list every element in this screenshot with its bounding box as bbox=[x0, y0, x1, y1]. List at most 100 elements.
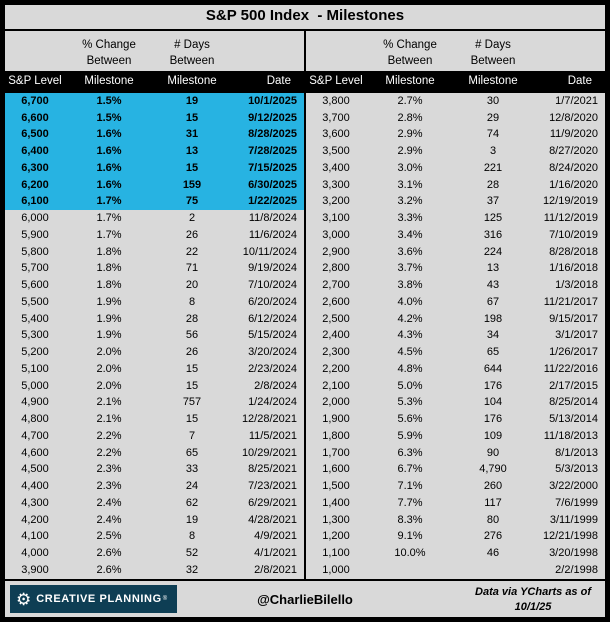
cell-days bbox=[454, 562, 532, 579]
cell-date: 8/25/2014 bbox=[549, 396, 598, 409]
table-row: 2,300 4.5% 65 1/26/2017 bbox=[306, 344, 605, 361]
cell-date: 9/19/2024 bbox=[248, 262, 297, 275]
cell-level: 5,400 bbox=[21, 312, 49, 325]
gear-icon: ⚙ bbox=[16, 589, 32, 609]
cell-level: 1,100 bbox=[322, 547, 350, 560]
cell-change: 2.0% bbox=[96, 346, 122, 359]
table-body-right: 3,800 2.7% 30 1/7/2021 3,700 2.8% 29 12/8/2020 3… bbox=[306, 93, 605, 579]
cell-change: 6.3% bbox=[397, 446, 423, 459]
footer: ⚙ CREATIVE PLANNING ® @CharlieBilello Da… bbox=[5, 579, 605, 617]
cell-date: 3/20/2024 bbox=[248, 346, 297, 359]
table-row: 1,200 9.1% 276 12/21/1998 bbox=[306, 529, 605, 546]
page-title: S&P 500 Index - Milestones bbox=[5, 5, 605, 31]
cell-date: 1/24/2024 bbox=[248, 396, 297, 409]
table-row: 3,600 2.9% 74 11/9/2020 bbox=[306, 127, 605, 144]
cell-days: 26 bbox=[185, 346, 199, 359]
cell-change: 1.9% bbox=[96, 312, 122, 325]
data-source: Data via YCharts as of 10/1/25 bbox=[475, 585, 591, 615]
cell-date: 4/9/2021 bbox=[254, 530, 297, 543]
cell-change: 2.1% bbox=[96, 396, 122, 409]
table-row: 2,200 4.8% 644 11/22/2016 bbox=[306, 361, 605, 378]
cell-change: 5.0% bbox=[397, 379, 423, 392]
header-row-1: % Change # Days bbox=[306, 31, 605, 53]
cell-level: 5,000 bbox=[21, 379, 49, 392]
table-row: 3,000 3.4% 316 7/10/2019 bbox=[306, 227, 605, 244]
cell-days: 46 bbox=[486, 547, 500, 560]
cell-level: 5,800 bbox=[21, 245, 49, 258]
table-row: 1,700 6.3% 90 8/1/2013 bbox=[306, 445, 605, 462]
header-num-days: # Days bbox=[475, 38, 511, 51]
cell-level: 1,800 bbox=[322, 429, 350, 442]
cell-change: 5.3% bbox=[397, 396, 423, 409]
cell-date: 5/15/2024 bbox=[248, 329, 297, 342]
table-body-left: 6,700 1.5% 19 10/1/2025 6,600 1.5% 15 9/12/2025… bbox=[5, 93, 304, 579]
cell-days: 15 bbox=[185, 111, 199, 124]
cell-level: 3,100 bbox=[322, 212, 350, 225]
header-milestone: Milestone bbox=[153, 71, 231, 93]
table-row: 4,500 2.3% 33 8/25/2021 bbox=[5, 462, 304, 479]
cell-level: 5,200 bbox=[21, 346, 49, 359]
table-row: 6,000 1.7% 2 11/8/2024 bbox=[5, 210, 304, 227]
cell-level: 3,000 bbox=[322, 228, 350, 241]
cell-days: 24 bbox=[185, 480, 199, 493]
cell-days: 176 bbox=[483, 379, 503, 392]
cell-days: 13 bbox=[486, 262, 500, 275]
header-between: Between bbox=[86, 55, 132, 68]
cell-days: 117 bbox=[484, 496, 502, 509]
cell-change: 2.7% bbox=[397, 94, 423, 107]
cell-level: 2,800 bbox=[322, 262, 350, 275]
cell-date: 9/12/2025 bbox=[248, 111, 297, 124]
table-row: 6,700 1.5% 19 10/1/2025 bbox=[5, 93, 304, 110]
cell-change: 2.6% bbox=[96, 547, 122, 560]
cell-level: 2,500 bbox=[322, 312, 350, 325]
cell-days: 276 bbox=[483, 530, 503, 543]
cell-days: 15 bbox=[185, 379, 199, 392]
cell-days: 8 bbox=[188, 295, 196, 308]
cell-change: 8.3% bbox=[397, 513, 423, 526]
cell-date: 12/21/1998 bbox=[542, 530, 598, 543]
table-row: 3,700 2.8% 29 12/8/2020 bbox=[306, 110, 605, 127]
cell-date: 7/15/2025 bbox=[248, 161, 297, 174]
table-row: 4,000 2.6% 52 4/1/2021 bbox=[5, 545, 304, 562]
cell-date: 11/9/2020 bbox=[549, 128, 598, 141]
cell-days: 3 bbox=[489, 145, 497, 158]
cell-date: 8/25/2021 bbox=[248, 463, 297, 476]
table-row: 4,700 2.2% 7 11/5/2021 bbox=[5, 428, 304, 445]
cell-level: 1,200 bbox=[322, 530, 350, 543]
cell-change: 2.3% bbox=[96, 480, 122, 493]
cell-date: 4/28/2021 bbox=[248, 513, 297, 526]
cell-level: 6,000 bbox=[21, 212, 49, 225]
table-row: 5,100 2.0% 15 2/23/2024 bbox=[5, 361, 304, 378]
cell-change: 1.6% bbox=[96, 145, 122, 158]
table-row: 5,800 1.8% 22 10/11/2024 bbox=[5, 244, 304, 261]
cell-change: 3.2% bbox=[397, 195, 423, 208]
cell-date: 7/10/2024 bbox=[248, 279, 297, 292]
cell-date: 7/10/2019 bbox=[549, 228, 598, 241]
header-date: Date bbox=[231, 71, 304, 93]
cell-days: 198 bbox=[483, 312, 503, 325]
cell-change: 5.6% bbox=[397, 413, 423, 426]
header-spacer bbox=[5, 53, 65, 71]
cell-date: 11/5/2021 bbox=[248, 429, 297, 442]
cell-level: 3,200 bbox=[322, 195, 350, 208]
cell-level: 4,600 bbox=[21, 446, 49, 459]
cell-date: 2/8/2024 bbox=[254, 379, 297, 392]
cell-days: 31 bbox=[185, 128, 199, 141]
cell-days: 176 bbox=[483, 413, 503, 426]
cell-days: 757 bbox=[182, 396, 202, 409]
cell-date: 1/3/2018 bbox=[555, 279, 598, 292]
cell-change: 4.0% bbox=[397, 295, 423, 308]
cell-change: 2.0% bbox=[96, 379, 122, 392]
cell-level: 6,400 bbox=[21, 145, 49, 158]
cell-change: 1.6% bbox=[96, 178, 122, 191]
cell-days: 32 bbox=[185, 564, 199, 576]
cell-days: 65 bbox=[185, 446, 199, 459]
header-spacer bbox=[306, 53, 366, 71]
cell-days: 29 bbox=[486, 111, 500, 124]
cell-level: 1,000 bbox=[322, 564, 350, 576]
cell-date: 12/28/2021 bbox=[241, 413, 297, 426]
cell-date: 12/8/2020 bbox=[549, 111, 598, 124]
cell-level: 6,100 bbox=[21, 195, 49, 208]
cell-level: 1,400 bbox=[322, 496, 350, 509]
cell-days: 224 bbox=[483, 245, 503, 258]
